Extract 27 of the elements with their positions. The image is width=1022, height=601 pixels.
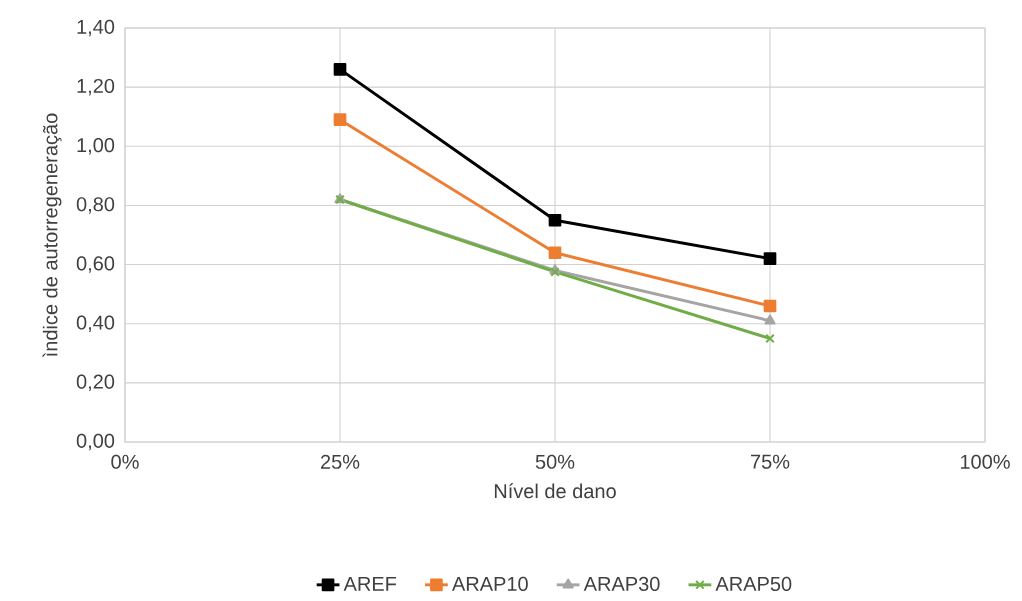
y-tick-label: 1,20 [77,78,115,96]
legend-label: AREF [343,576,397,591]
point [333,63,347,76]
x-tick-label: 75% [751,454,790,469]
y-axis-title: ìndice de autorregeneração [42,113,62,358]
legend-label: ARAP30 [583,576,660,591]
point [764,314,776,325]
x-tick-label: 0% [111,454,139,469]
y-tick-label: 0,40 [76,315,115,332]
y-tick-label: 0,20 [76,374,115,392]
y-tick-label: 0,00 [76,433,115,451]
y-tick-label: 1,00 [77,138,115,155]
x-tick-label: 25% [320,454,360,469]
point [763,299,777,313]
y-tick-label: 1,40 [77,19,115,37]
point [548,246,562,260]
point [763,252,777,265]
y-tick-label: 0,80 [76,197,115,214]
point [333,113,347,127]
legend-label: ARAP50 [715,576,792,591]
x-axis-title: Nível de dano [494,483,616,499]
point [765,333,775,344]
x-tick-label: 50% [535,454,575,469]
point [548,213,562,227]
x-tick-label: 100% [960,454,1010,469]
legend-label: ARAP10 [451,576,528,591]
y-tick-label: 0,60 [76,256,115,273]
